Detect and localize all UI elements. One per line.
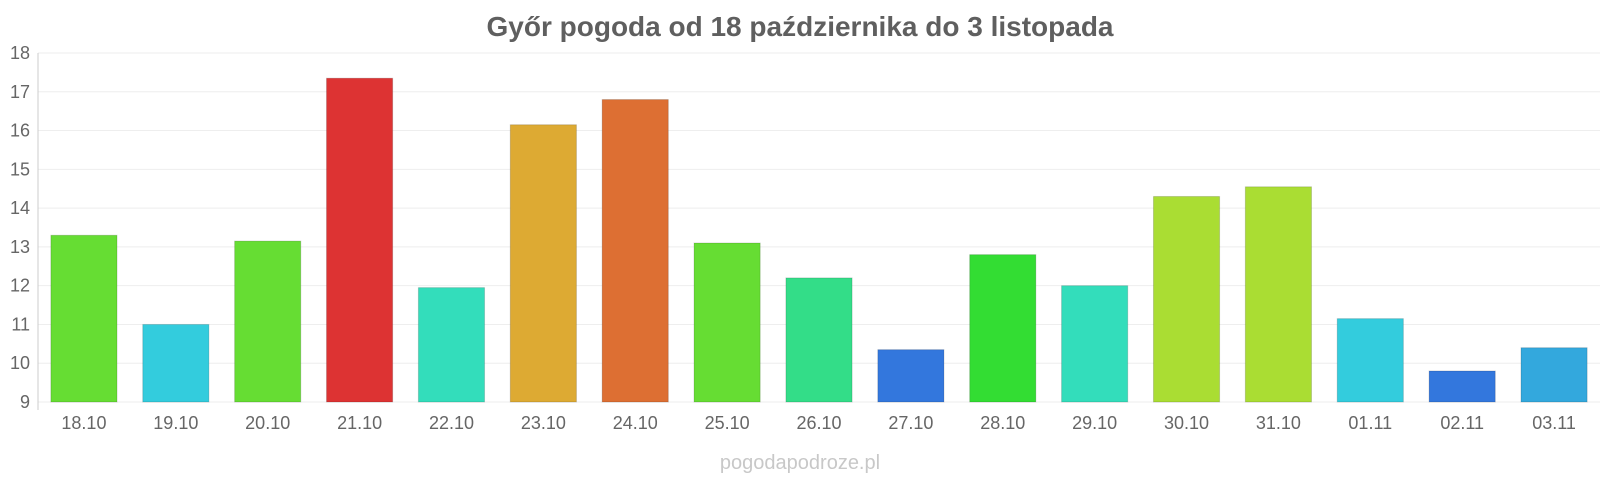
- y-tick-label: 10: [10, 353, 30, 373]
- x-tick-label: 02.11: [1440, 413, 1484, 433]
- bar-22.10: [417, 287, 486, 403]
- y-tick-label: 11: [11, 314, 30, 334]
- bar-20.10: [234, 240, 302, 403]
- bar-24.10: [601, 99, 669, 403]
- y-tick-label: 9: [20, 392, 30, 412]
- x-tick-label: 28.10: [980, 413, 1025, 433]
- bar-28.10: [969, 254, 1037, 403]
- bar-26.10: [785, 277, 853, 403]
- bar-23.10: [509, 124, 577, 403]
- y-tick-label: 14: [10, 198, 30, 218]
- watermark: pogodapodroze.pl: [720, 452, 880, 474]
- bar-19.10: [142, 323, 210, 403]
- x-tick-label: 18.10: [61, 413, 106, 433]
- x-tick-label: 25.10: [705, 413, 750, 433]
- y-axis-ticks: 9 10 11 12 13 14 15 16 17 18: [10, 43, 30, 412]
- bar-02.11: [1428, 370, 1496, 403]
- x-tick-label: 30.10: [1164, 413, 1209, 433]
- x-axis-ticks: 18.10 19.10 20.10 21.10 22.10 23.10 24.10 25.10…: [61, 413, 1576, 433]
- x-tick-label: 01.11: [1348, 413, 1392, 433]
- x-tick-label: 23.10: [521, 413, 566, 433]
- x-tick-label: 19.10: [153, 413, 198, 433]
- x-tick-label: 31.10: [1256, 413, 1301, 433]
- bar-03.11: [1520, 347, 1588, 403]
- y-tick-label: 18: [10, 43, 30, 63]
- bar-25.10: [693, 242, 761, 403]
- bar-01.11: [1336, 318, 1404, 403]
- bar-18.10: [50, 234, 118, 403]
- bar-29.10: [1061, 285, 1129, 403]
- bar-30.10: [1152, 195, 1221, 403]
- y-tick-label: 15: [10, 159, 30, 179]
- y-tick-label: 13: [10, 237, 30, 257]
- y-tick-label: 17: [10, 82, 30, 102]
- bar-21.10: [326, 77, 394, 403]
- x-tick-label: 03.11: [1532, 413, 1576, 433]
- bar-27.10: [877, 349, 945, 403]
- x-tick-label: 22.10: [429, 413, 474, 433]
- y-tick-label: 12: [10, 276, 30, 296]
- y-tick-label: 16: [10, 121, 30, 141]
- x-tick-label: 24.10: [613, 413, 658, 433]
- x-tick-label: 20.10: [245, 413, 290, 433]
- bar-31.10: [1244, 186, 1312, 403]
- x-tick-label: 29.10: [1072, 413, 1117, 433]
- x-tick-label: 26.10: [796, 413, 841, 433]
- x-tick-label: 27.10: [888, 413, 933, 433]
- x-tick-label: 21.10: [337, 413, 382, 433]
- chart-title: Győr pogoda od 18 października do 3 list…: [487, 11, 1114, 42]
- bars: [50, 77, 1588, 403]
